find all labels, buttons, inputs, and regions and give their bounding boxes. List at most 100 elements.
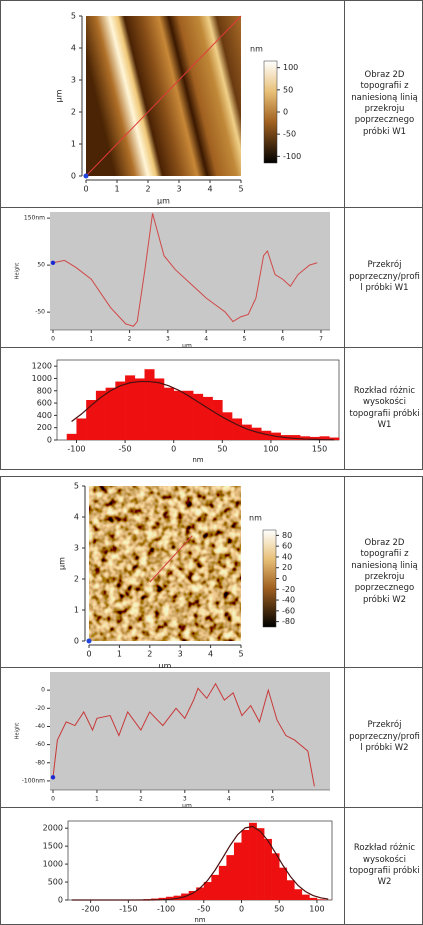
y-tick-label: -20: [35, 705, 45, 712]
histogram-bar: [105, 387, 116, 440]
x-tick-label: 4: [204, 336, 208, 343]
table-row: 0 1 2 3 4 5 6 7 150nm 50 -50 µm Height Przekrój poprz…: [0, 208, 423, 348]
caption: Przekrój poprzeczny/profil próbki W2: [344, 668, 423, 807]
histogram-bar: [233, 842, 242, 900]
histogram-bar: [173, 390, 184, 440]
histogram-bar: [115, 381, 126, 440]
colorbar-tick-label: -100: [283, 152, 301, 161]
x-tick-label: 5: [243, 336, 247, 343]
x-tick-label: 50: [274, 905, 284, 914]
start-marker: [50, 260, 56, 265]
x-tick-label: 4: [207, 185, 212, 194]
y-tick-label: -80: [35, 759, 45, 766]
y-tick-label: 4: [71, 44, 76, 53]
x-tick-label: -100: [157, 905, 175, 914]
x-tick-label: 3: [176, 185, 181, 194]
histogram-bar: [309, 897, 318, 900]
histogram-bar: [66, 433, 77, 440]
x-tick-label: 5: [238, 185, 243, 194]
y-tick-label: 1: [71, 140, 76, 149]
x-axis-label: µm: [157, 197, 170, 206]
histogram-bar: [163, 387, 174, 440]
x-tick-label: 1: [114, 185, 119, 194]
x-tick-label: 1: [95, 796, 99, 803]
y-tick-label: 5: [71, 12, 76, 21]
x-tick-label: 100: [309, 905, 324, 914]
histogram-bar: [329, 437, 340, 440]
histogram-bar: [211, 874, 220, 900]
y-tick-label: 150nm: [24, 215, 45, 222]
x-axis-label: µm: [159, 662, 172, 669]
x-tick-label: 0: [171, 445, 176, 454]
x-tick-label: 5: [238, 650, 243, 659]
y-tick-label: -50: [35, 309, 45, 316]
x-tick-label: 0: [86, 650, 91, 659]
section-line: [149, 535, 193, 583]
y-tick-label: 0: [71, 172, 76, 181]
histogram-bar: [222, 412, 233, 440]
y-tick-label: 1200: [32, 362, 52, 371]
x-tick-label: -200: [82, 905, 100, 914]
y-tick-label: 2000: [43, 824, 63, 833]
histogram-bar: [294, 889, 303, 900]
histogram-bar: [319, 436, 330, 440]
y-tick-label: -60: [35, 741, 45, 748]
x-tick-label: 2: [147, 650, 152, 659]
plot-background: [50, 212, 330, 330]
histogram-bar: [86, 400, 97, 440]
y-axis-label: Height: [15, 723, 21, 740]
y-tick-label: 500: [48, 878, 63, 887]
y-tick-label: 600: [37, 399, 52, 408]
histogram-bar: [183, 390, 194, 440]
colorbar-tick-label: 60: [282, 542, 292, 551]
origin-marker: [86, 638, 92, 644]
x-tick-label: 3: [183, 796, 187, 803]
origin-marker: [83, 173, 89, 179]
histogram-bar: [193, 393, 204, 440]
x-tick-label: 4: [208, 650, 213, 659]
y-tick-label: 1500: [43, 842, 63, 851]
x-tick-label: 4: [227, 796, 231, 803]
caption: Przekrój poprzeczny/profil próbki W1: [344, 208, 423, 347]
histogram-bar: [261, 430, 272, 440]
histogram-bar: [241, 829, 250, 900]
x-tick-label: 3: [166, 336, 170, 343]
x-tick-label: 2: [128, 336, 132, 343]
histogram-bar: [144, 369, 155, 440]
histogram-bar: [95, 390, 106, 440]
table-row: 0 1 2 3 4 5 0 1 2 3 4 5 µm µm nm 100 50 0 -50 -100 Obraz 2D …: [0, 0, 423, 208]
x-tick-label: 1: [89, 336, 93, 343]
figure: -100 -50 0 50 100 150 0 200 400 600 800 1000 1200 nm: [32, 359, 340, 464]
x-tick-label: 2: [145, 185, 150, 194]
y-tick-label: 50: [37, 262, 45, 269]
start-marker: [50, 775, 56, 780]
figure: 0 1 2 3 4 5 6 7 150nm 50 -50 µm Height: [15, 212, 330, 347]
histogram-bar: [150, 898, 159, 900]
colorbar-tick-label: -60: [282, 606, 295, 615]
histogram-bar: [212, 400, 223, 440]
histogram-bar: [232, 418, 243, 440]
x-axis-label: nm: [194, 916, 205, 924]
table-row: -100 -50 0 50 100 150 0 200 400 600 800 1000 1200 nm R…: [0, 348, 423, 470]
y-tick-label: 0: [41, 687, 45, 694]
histogram-bar: [218, 865, 227, 900]
histogram-bar: [188, 891, 197, 900]
y-tick-label: 2: [74, 575, 79, 584]
x-tick-label: -50: [119, 445, 132, 454]
fit-curve: [71, 380, 335, 441]
colorbar-label: nm: [249, 514, 262, 523]
x-tick-label: 6: [281, 336, 285, 343]
colorbar: [263, 60, 278, 164]
y-tick-label: 200: [37, 423, 52, 432]
histogram-bar: [203, 882, 212, 900]
histogram-bar: [249, 822, 257, 900]
y-tick-label: 1000: [32, 374, 52, 383]
y-axis-label: µm: [55, 89, 64, 102]
histogram-bar: [76, 418, 87, 440]
y-tick-label: 0: [58, 896, 63, 905]
afm-image: [89, 486, 241, 641]
colorbar-tick-label: 40: [282, 552, 292, 561]
